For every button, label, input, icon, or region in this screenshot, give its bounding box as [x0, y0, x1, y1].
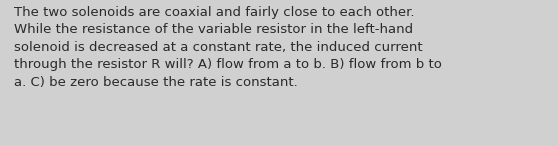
- Text: The two solenoids are coaxial and fairly close to each other.
While the resistan: The two solenoids are coaxial and fairly…: [14, 6, 442, 89]
